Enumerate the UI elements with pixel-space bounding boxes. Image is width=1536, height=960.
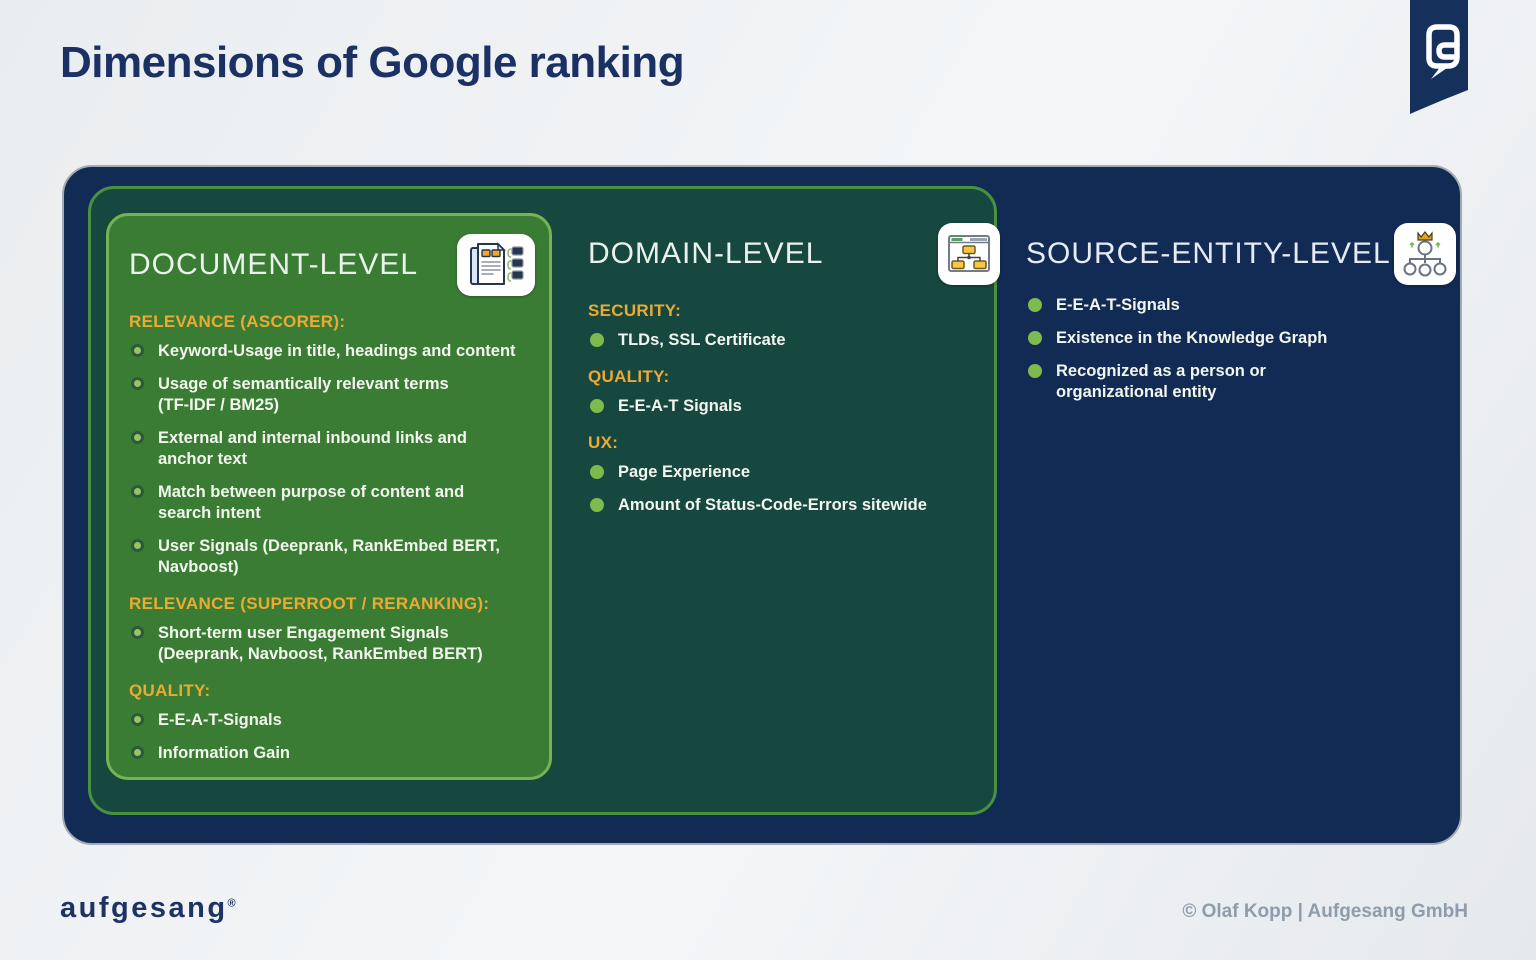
- list-item: Short-term user Engagement Signals (Deep…: [129, 623, 535, 665]
- bullet-list: E-E-A-T-Signals Existence in the Knowledg…: [1026, 295, 1456, 403]
- bullet-icon: [590, 399, 604, 413]
- group-heading: SECURITY:: [588, 301, 682, 320]
- group-heading: QUALITY:: [129, 681, 211, 700]
- ranking-dimensions-panel: DOCUMENT-LEVEL: [62, 165, 1462, 845]
- list-item: Amount of Status-Code-Errors sitewide: [588, 495, 1000, 516]
- list-item-label: Existence in the Knowledge Graph: [1056, 329, 1328, 347]
- bullet-list: E-E-A-T-Signals Information Gain: [129, 710, 535, 764]
- list-item: E-E-A-T-Signals: [129, 710, 535, 731]
- bullet-icon: [590, 498, 604, 512]
- list-item-label: Usage of semantically relevant terms (TF…: [158, 375, 449, 414]
- bullet-icon: [131, 344, 144, 357]
- copyright-text: © Olaf Kopp | Aufgesang GmbH: [1182, 901, 1468, 922]
- bullet-list: Page Experience Amount of Status-Code-Err…: [588, 462, 1000, 516]
- group-heading: RELEVANCE (SUPERROOT / RERANKING):: [129, 594, 490, 613]
- source-entity-level-column: SOURCE-ENTITY-LEVEL E: [1026, 223, 1456, 415]
- bullet-icon: [1028, 364, 1042, 378]
- group-heading: QUALITY:: [588, 367, 670, 386]
- document-level-title: DOCUMENT-LEVEL: [129, 248, 419, 281]
- list-item-label: Match between purpose of content and sea…: [158, 483, 465, 522]
- bullet-icon: [590, 333, 604, 347]
- list-item-label: Page Experience: [618, 463, 751, 481]
- list-item: TLDs, SSL Certificate: [588, 330, 1000, 351]
- domain-level-column: DOMAIN-LEVEL: [588, 223, 1000, 528]
- list-item: E-E-A-T-Signals: [1026, 295, 1456, 316]
- list-item: Usage of semantically relevant terms (TF…: [129, 374, 535, 416]
- bullet-icon: [590, 465, 604, 479]
- bullet-icon: [131, 377, 144, 390]
- list-item: User Signals (Deeprank, RankEmbed BERT, …: [129, 536, 535, 578]
- entity-network-crown-icon: [1394, 223, 1456, 285]
- bullet-icon: [131, 746, 144, 759]
- list-item: E-E-A-T Signals: [588, 396, 1000, 417]
- list-item-label: User Signals (Deeprank, RankEmbed BERT, …: [158, 537, 501, 576]
- list-item-label: External and internal inbound links and …: [158, 429, 467, 468]
- domain-level-title: DOMAIN-LEVEL: [588, 237, 824, 270]
- bullet-icon: [131, 713, 144, 726]
- aufgesang-wordmark-text: aufgesang: [60, 892, 228, 924]
- bullet-icon: [131, 626, 144, 639]
- list-item-label: E-E-A-T Signals: [618, 397, 742, 415]
- list-item: External and internal inbound links and …: [129, 428, 535, 470]
- list-item: Recognized as a person or organizational…: [1026, 361, 1456, 403]
- list-item: Match between purpose of content and sea…: [129, 482, 535, 524]
- page-title: Dimensions of Google ranking: [60, 38, 685, 87]
- document-level-groups: RELEVANCE (ASCORER): Keyword-Usage in tit…: [129, 312, 535, 764]
- bullet-icon: [131, 431, 144, 444]
- bullet-icon: [131, 539, 144, 552]
- website-sitemap-icon: [938, 223, 1000, 285]
- list-item: Information Gain: [129, 743, 535, 764]
- list-item: Keyword-Usage in title, headings and con…: [129, 341, 535, 362]
- stacked-documents-icon: [457, 234, 535, 296]
- list-item: Page Experience: [588, 462, 1000, 483]
- group-heading: RELEVANCE (ASCORER):: [129, 312, 346, 331]
- list-item-label: TLDs, SSL Certificate: [618, 331, 786, 349]
- list-item-label: Short-term user Engagement Signals (Deep…: [158, 624, 483, 663]
- list-item-label: Amount of Status-Code-Errors sitewide: [618, 496, 927, 514]
- bullet-icon: [131, 485, 144, 498]
- bullet-icon: [1028, 298, 1042, 312]
- source-entity-level-title: SOURCE-ENTITY-LEVEL: [1026, 237, 1391, 270]
- aufgesang-wordmark: aufgesang®: [60, 892, 236, 925]
- list-item-label: Information Gain: [158, 744, 290, 762]
- list-item-label: E-E-A-T-Signals: [1056, 296, 1180, 314]
- bullet-list: TLDs, SSL Certificate: [588, 330, 1000, 351]
- domain-level-groups: SECURITY: TLDs, SSL Certificate QUALITY: E-…: [588, 301, 1000, 516]
- group-heading: UX:: [588, 433, 619, 452]
- bullet-list: E-E-A-T Signals: [588, 396, 1000, 417]
- source-entity-level-groups: E-E-A-T-Signals Existence in the Knowledg…: [1026, 295, 1456, 403]
- bullet-icon: [1028, 331, 1042, 345]
- bullet-list: Short-term user Engagement Signals (Deep…: [129, 623, 535, 665]
- document-level-box: DOCUMENT-LEVEL: [106, 213, 552, 780]
- bullet-list: Keyword-Usage in title, headings and con…: [129, 341, 535, 578]
- list-item-label: Keyword-Usage in title, headings and con…: [158, 342, 516, 360]
- list-item-label: Recognized as a person or organizational…: [1056, 362, 1266, 401]
- registered-mark: ®: [227, 897, 236, 910]
- speech-bubble-a-logo: [1410, 0, 1468, 114]
- list-item: Existence in the Knowledge Graph: [1026, 328, 1456, 349]
- list-item-label: E-E-A-T-Signals: [158, 711, 282, 729]
